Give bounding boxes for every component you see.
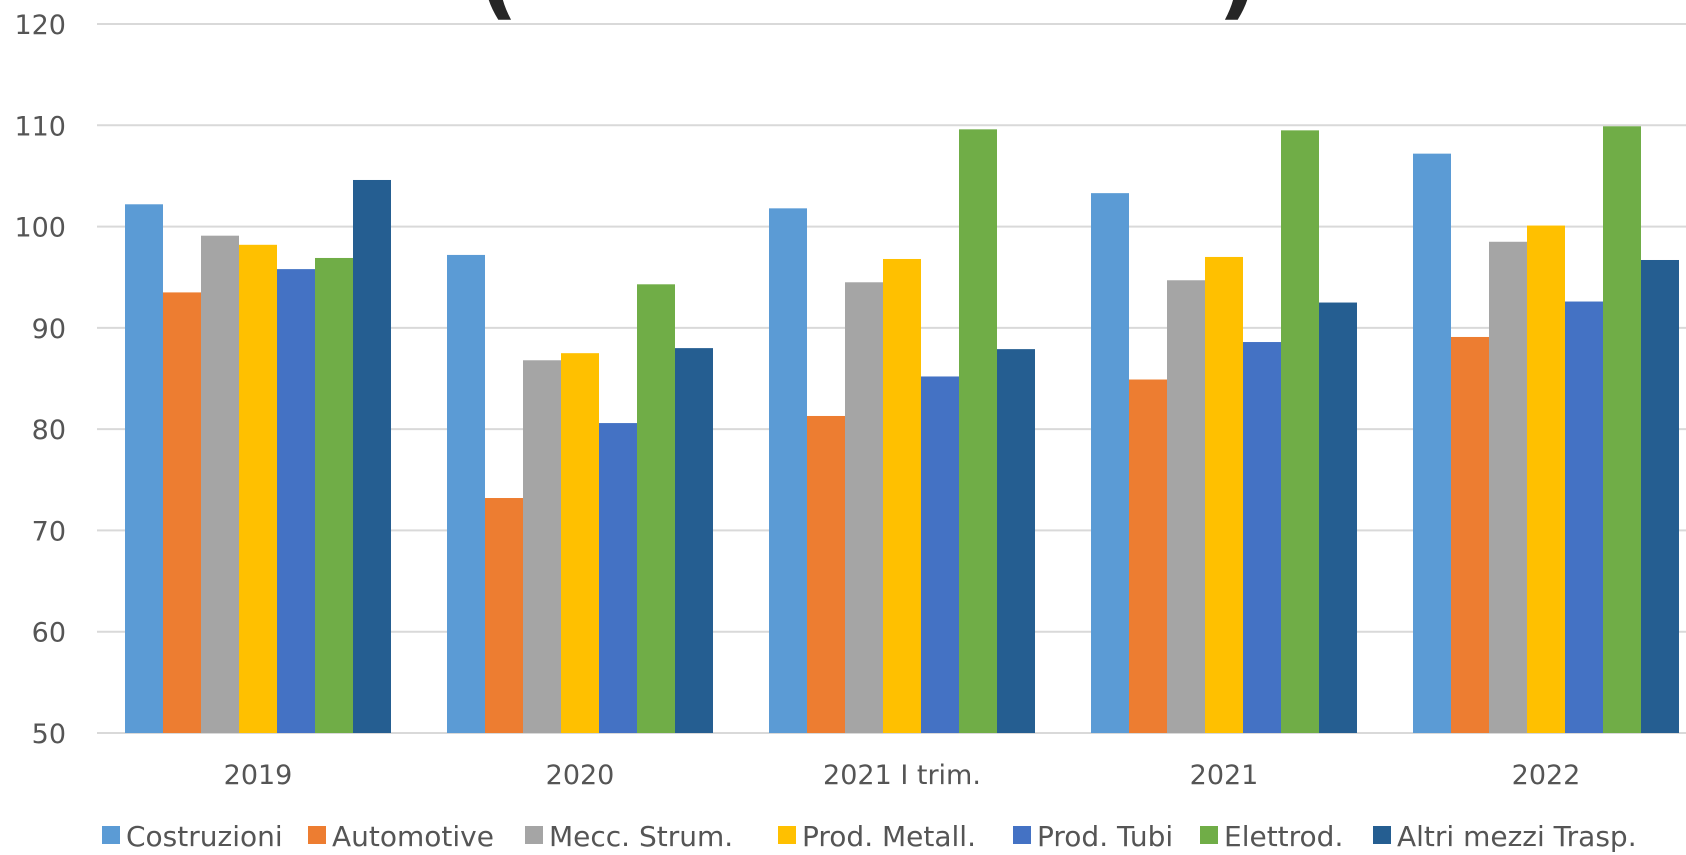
bar-mecc-strum--2021 bbox=[1167, 280, 1205, 733]
legend-swatch bbox=[102, 826, 120, 844]
legend-swatch bbox=[525, 826, 543, 844]
bar-costruzioni-2021-i-trim- bbox=[769, 208, 807, 734]
x-tick-label: 2019 bbox=[224, 760, 293, 791]
bar-costruzioni-2022 bbox=[1413, 153, 1451, 733]
x-axis-tick-labels: 2019 2020 2021 I trim. 2021 2022 bbox=[224, 760, 1581, 791]
x-tick-label: 2021 I trim. bbox=[823, 760, 981, 791]
x-tick-label: 2021 bbox=[1190, 760, 1259, 791]
bar-altri-mezzi-trasp--2022 bbox=[1641, 259, 1679, 733]
bar-costruzioni-2019 bbox=[125, 204, 163, 733]
bars bbox=[125, 126, 1679, 734]
y-tick-label: 70 bbox=[32, 516, 66, 547]
legend-label: Mecc. Strum. bbox=[549, 820, 733, 853]
bar-prod-tubi-2021-i-trim- bbox=[921, 376, 959, 733]
bar-elettrod--2022 bbox=[1603, 126, 1641, 733]
y-tick-label: 120 bbox=[14, 10, 66, 41]
bar-automotive-2021 bbox=[1129, 379, 1167, 733]
bar-costruzioni-2021 bbox=[1091, 193, 1129, 733]
bar-elettrod--2021-i-trim- bbox=[959, 129, 997, 733]
bar-prod-tubi-2020 bbox=[599, 423, 637, 733]
y-tick-label: 110 bbox=[14, 111, 66, 142]
legend-swatch bbox=[1200, 826, 1218, 844]
bar-altri-mezzi-trasp--2021 bbox=[1319, 302, 1357, 733]
bar-prod-metall--2020 bbox=[561, 353, 599, 733]
bar-altri-mezzi-trasp--2021-i-trim- bbox=[997, 349, 1035, 733]
legend-swatch bbox=[778, 826, 796, 844]
bar-elettrod--2020 bbox=[637, 284, 675, 733]
bar-elettrod--2021 bbox=[1281, 130, 1319, 734]
y-axis-tick-labels: 50 60 70 80 90 100 110 120 bbox=[14, 10, 66, 750]
legend: Costruzioni Automotive Mecc. Strum. Prod. M… bbox=[102, 820, 1637, 853]
y-tick-label: 100 bbox=[14, 213, 66, 244]
legend-label: Prod. Metall. bbox=[802, 820, 976, 853]
bar-altri-mezzi-trasp--2019 bbox=[353, 179, 391, 734]
legend-label: Elettrod. bbox=[1224, 820, 1343, 853]
bar-automotive-2020 bbox=[485, 498, 523, 733]
legend-swatch bbox=[308, 826, 326, 844]
y-tick-label: 60 bbox=[32, 618, 66, 649]
x-tick-label: 2022 bbox=[1512, 760, 1581, 791]
bar-altri-mezzi-trasp--2020 bbox=[675, 348, 713, 733]
x-tick-label: 2020 bbox=[546, 760, 615, 791]
bar-mecc-strum--2021-i-trim- bbox=[845, 282, 883, 733]
y-tick-label: 50 bbox=[32, 719, 66, 750]
legend-label: Altri mezzi Trasp. bbox=[1397, 820, 1637, 853]
bar-mecc-strum--2022 bbox=[1489, 241, 1527, 733]
bar-costruzioni-2020 bbox=[447, 254, 485, 733]
bar-prod-metall--2021 bbox=[1205, 256, 1243, 733]
legend-label: Automotive bbox=[332, 820, 494, 853]
legend-label: Prod. Tubi bbox=[1037, 820, 1173, 853]
legend-label: Costruzioni bbox=[126, 820, 283, 853]
legend-swatch bbox=[1373, 826, 1391, 844]
y-tick-label: 80 bbox=[32, 415, 66, 446]
bar-prod-metall--2022 bbox=[1527, 225, 1565, 733]
bar-prod-tubi-2022 bbox=[1565, 301, 1603, 733]
bar-prod-tubi-2021 bbox=[1243, 342, 1281, 733]
legend-swatch bbox=[1013, 826, 1031, 844]
bar-automotive-2022 bbox=[1451, 336, 1489, 733]
y-tick-label: 90 bbox=[32, 314, 66, 345]
bar-elettrod--2019 bbox=[315, 257, 353, 733]
bar-automotive-2021-i-trim- bbox=[807, 415, 845, 733]
bar-prod-tubi-2019 bbox=[277, 269, 315, 733]
bar-prod-metall--2021-i-trim- bbox=[883, 258, 921, 733]
bar-automotive-2019 bbox=[163, 292, 201, 733]
bar-mecc-strum--2019 bbox=[201, 235, 239, 734]
bar-prod-metall--2019 bbox=[239, 244, 277, 733]
bar-mecc-strum--2020 bbox=[523, 360, 561, 733]
